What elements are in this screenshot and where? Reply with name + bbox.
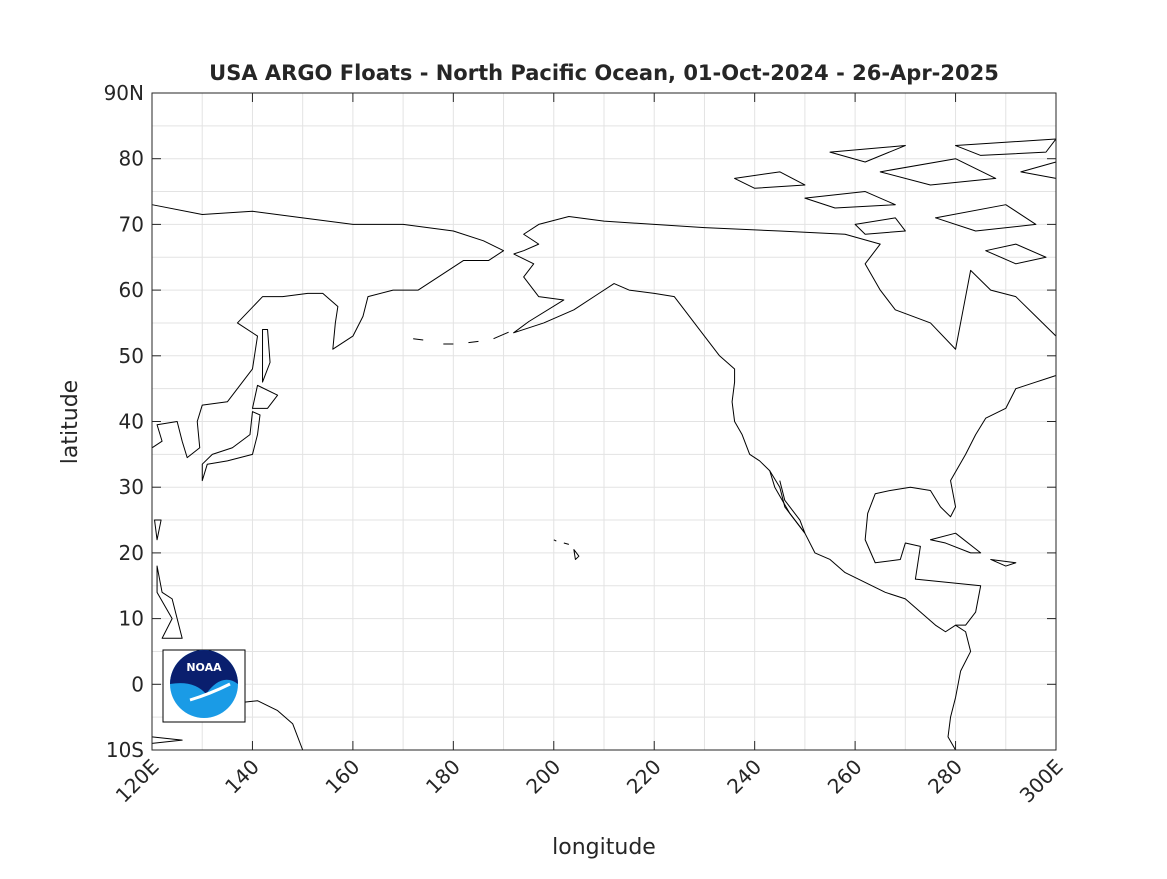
y-tick-label: 90N — [104, 81, 144, 105]
y-axis-label: latitude — [58, 380, 83, 464]
x-axis-label: longitude — [552, 835, 656, 860]
y-tick-label: 30 — [119, 475, 144, 499]
y-tick-label: 40 — [119, 410, 144, 434]
coast-baja — [770, 471, 805, 533]
coast-cuba — [930, 533, 1015, 566]
logo-top — [170, 650, 238, 694]
coast-japan — [202, 330, 277, 481]
logo-bird — [189, 682, 231, 702]
coast-arctic — [514, 217, 1056, 350]
coast-north-america — [514, 254, 971, 750]
y-tick-label: 10 — [119, 607, 144, 631]
y-tick-label: 50 — [119, 344, 144, 368]
noaa-logo: NOAA — [162, 649, 246, 723]
logo-text: NOAA — [186, 661, 222, 674]
y-tick-label: 60 — [119, 278, 144, 302]
coast-gulf-east — [865, 376, 1056, 626]
y-tick-label: 20 — [119, 541, 144, 565]
coast-asia — [152, 205, 504, 458]
y-tick-label: 0 — [131, 672, 144, 696]
y-tick-label: 70 — [119, 212, 144, 236]
coast-philippines — [155, 520, 183, 638]
coast-aleutians — [413, 332, 508, 344]
coast-hawaii — [554, 540, 579, 560]
y-tick-label: 10S — [106, 738, 144, 762]
grid — [151, 92, 1057, 751]
chart-title: USA ARGO Floats - North Pacific Ocean, 0… — [209, 61, 999, 85]
y-tick-label: 80 — [119, 147, 144, 171]
